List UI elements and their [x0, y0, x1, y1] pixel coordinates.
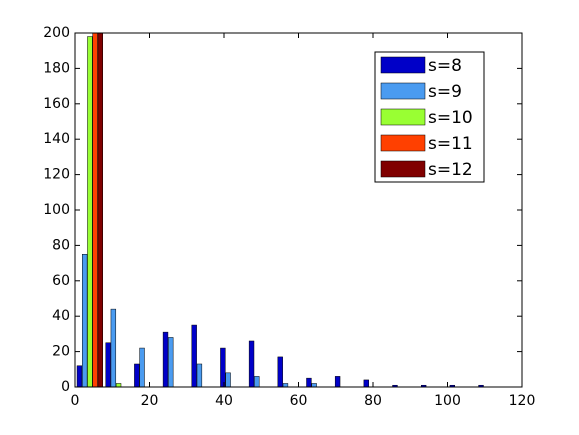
y-tick-label: 200 [43, 25, 70, 41]
x-tick-label: 40 [215, 393, 233, 409]
bar [220, 347, 226, 387]
bar [277, 356, 283, 387]
bar [306, 377, 312, 387]
bar [191, 324, 197, 387]
bar [392, 384, 398, 387]
x-tick-label: 20 [141, 393, 159, 409]
bar [139, 347, 145, 387]
x-tick-label: 120 [509, 393, 536, 409]
y-tick-label: 20 [52, 344, 70, 360]
bar [82, 254, 88, 387]
x-tick-label: 60 [290, 393, 308, 409]
bar [478, 384, 484, 387]
y-tick-label: 80 [52, 237, 70, 253]
bar [168, 337, 174, 387]
bar [225, 372, 231, 387]
legend-label: s=12 [428, 160, 473, 180]
x-tick-label: 100 [434, 393, 461, 409]
bars [76, 33, 484, 387]
legend-swatch [380, 82, 426, 100]
legend-swatch [380, 56, 426, 74]
bar [97, 33, 104, 387]
bar [110, 308, 117, 387]
bar [92, 33, 98, 387]
bar [248, 340, 255, 387]
bar [105, 342, 111, 387]
bar [162, 331, 169, 387]
bar [196, 363, 203, 387]
y-tick-label: 120 [43, 167, 70, 183]
y-tick-label: 180 [43, 60, 70, 76]
legend-swatch [380, 134, 426, 152]
bar [449, 384, 456, 387]
bar [363, 379, 369, 387]
legend-swatch [380, 160, 426, 178]
bar [420, 384, 427, 387]
x-tick-label: 0 [71, 393, 80, 409]
y-tick-label: 140 [43, 131, 70, 147]
legend-label: s=9 [428, 82, 462, 102]
bar [76, 365, 83, 387]
y-tick-label: 160 [43, 96, 70, 112]
y-tick-label: 0 [61, 379, 70, 395]
legend-label: s=10 [428, 108, 473, 128]
bar [334, 376, 341, 387]
y-tick-label: 100 [43, 202, 70, 218]
bar [87, 36, 93, 387]
y-tick-label: 60 [52, 273, 70, 289]
bar [134, 363, 140, 387]
x-tick-label: 80 [364, 393, 382, 409]
legend-swatch [380, 108, 426, 126]
y-tick-label: 40 [52, 308, 70, 324]
legend-label: s=11 [428, 134, 473, 154]
bar [115, 383, 122, 387]
bar [282, 383, 289, 387]
bar [311, 383, 317, 387]
legend-label: s=8 [428, 56, 462, 76]
bar [254, 376, 260, 387]
